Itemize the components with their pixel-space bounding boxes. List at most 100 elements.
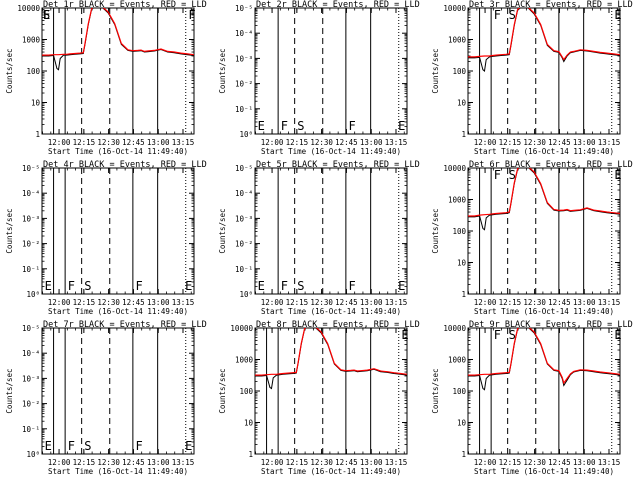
x-tick-label: 12:45 <box>548 458 571 467</box>
x-tick-label: 12:45 <box>335 298 358 307</box>
y-tick-label: 10⁻¹ <box>235 105 253 114</box>
x-tick-label: 12:00 <box>48 138 71 147</box>
y-tick-label: 1 <box>461 290 466 299</box>
x-axis-label: Start Time (16-Oct-14 11:49:40) <box>474 467 614 476</box>
phase-letter: E <box>43 8 50 22</box>
panel-title: Det 7r BLACK = Events, RED = LLD <box>43 320 207 330</box>
x-tick-label: 13:00 <box>573 298 596 307</box>
y-axis-label: Counts/sec <box>431 208 440 253</box>
x-tick-label: 13:15 <box>385 458 408 467</box>
x-axis-label: Start Time (16-Oct-14 11:49:40) <box>261 147 401 156</box>
x-tick-label: 12:00 <box>474 458 497 467</box>
y-axis-label: Counts/sec <box>431 368 440 413</box>
phase-letter: F <box>43 8 50 22</box>
y-tick-label: 100 <box>452 387 466 396</box>
x-tick-label: 12:45 <box>335 138 358 147</box>
panel-det-1r: Det 1r BLACK = Events, RED = LLD 1 10 100 10… <box>5 0 207 156</box>
x-tick-label: 13:00 <box>573 138 596 147</box>
phase-letter: S <box>509 8 516 22</box>
y-tick-label: 10⁻⁴ <box>22 349 40 358</box>
x-tick-label: 13:15 <box>598 458 621 467</box>
x-tick-label: 12:15 <box>73 138 96 147</box>
panel-title: Det 3r BLACK = Events, RED = LLD <box>469 0 633 10</box>
y-axis-label: Counts/sec <box>5 48 14 93</box>
x-tick-label: 12:15 <box>499 298 522 307</box>
x-tick-label: 13:00 <box>147 298 170 307</box>
phase-letter: E <box>45 439 52 453</box>
y-tick-label: 10⁻⁵ <box>235 4 253 13</box>
x-tick-label: 12:45 <box>122 458 145 467</box>
phase-letter: F <box>188 8 195 22</box>
x-tick-label: 13:00 <box>360 458 383 467</box>
panel-det-8r: Det 8r BLACK = Events, RED = LLD 1 10 100 10… <box>218 320 420 476</box>
y-tick-label: 10000 <box>17 4 40 13</box>
x-tick-label: 12:30 <box>97 298 120 307</box>
y-axis-label: Counts/sec <box>218 368 227 413</box>
y-tick-label: 10⁻³ <box>235 54 253 63</box>
x-tick-label: 12:45 <box>122 138 145 147</box>
phase-letter: S <box>297 279 304 293</box>
y-tick-label: 10⁻² <box>22 240 40 249</box>
x-tick-label: 12:30 <box>310 138 333 147</box>
phase-letter: S <box>43 8 50 22</box>
x-tick-label: 12:15 <box>286 298 309 307</box>
panel-det-4r: Det 4r BLACK = Events, RED = LLD 10⁰ 10⁻¹ 1… <box>5 160 207 316</box>
y-tick-label: 1000 <box>448 36 467 45</box>
x-axis-label: Start Time (16-Oct-14 11:49:40) <box>474 307 614 316</box>
y-tick-label: 1000 <box>448 196 467 205</box>
lld-series-line <box>255 328 407 376</box>
x-tick-label: 12:00 <box>48 458 71 467</box>
y-tick-label: 1000 <box>235 356 254 365</box>
x-tick-label: 13:00 <box>360 298 383 307</box>
y-axis-label: Counts/sec <box>218 208 227 253</box>
phase-letter: E <box>614 168 621 182</box>
y-tick-label: 10 <box>457 419 467 428</box>
phase-letter: F <box>494 168 501 182</box>
y-axis-label: Counts/sec <box>5 368 14 413</box>
y-axis-label: Counts/sec <box>5 208 14 253</box>
y-tick-label: 10⁻⁴ <box>235 189 253 198</box>
phase-letter: E <box>185 439 192 453</box>
phase-letter: E <box>258 279 265 293</box>
x-tick-label: 12:45 <box>548 138 571 147</box>
y-tick-label: 100 <box>452 67 466 76</box>
x-tick-label: 13:00 <box>360 138 383 147</box>
y-axis-label: Counts/sec <box>431 48 440 93</box>
y-tick-label: 100 <box>239 387 253 396</box>
x-tick-label: 12:45 <box>122 298 145 307</box>
x-tick-label: 12:30 <box>523 298 546 307</box>
x-tick-label: 12:15 <box>73 458 96 467</box>
phase-letter: F <box>281 119 288 133</box>
x-tick-label: 13:00 <box>147 138 170 147</box>
plot-frame <box>41 167 195 295</box>
y-tick-label: 10⁻³ <box>22 374 40 383</box>
phase-letter: E <box>614 8 621 22</box>
x-tick-label: 12:00 <box>474 298 497 307</box>
x-tick-label: 12:00 <box>261 138 284 147</box>
phase-letter: F <box>494 8 501 22</box>
y-tick-label: 10⁻⁵ <box>22 324 40 333</box>
y-tick-label: 10 <box>457 99 467 108</box>
x-tick-label: 12:45 <box>548 298 571 307</box>
x-axis-label: Start Time (16-Oct-14 11:49:40) <box>48 467 188 476</box>
phase-letter: F <box>494 328 501 342</box>
y-tick-label: 10⁻¹ <box>22 425 40 434</box>
y-tick-label: 10⁻¹ <box>22 265 40 274</box>
x-axis-label: Start Time (16-Oct-14 11:49:40) <box>48 147 188 156</box>
y-tick-label: 1 <box>461 450 466 459</box>
panel-title: Det 2r BLACK = Events, RED = LLD <box>256 0 420 10</box>
y-tick-label: 10⁻² <box>22 400 40 409</box>
y-tick-label: 10 <box>31 99 41 108</box>
x-tick-label: 12:30 <box>523 458 546 467</box>
x-tick-label: 12:30 <box>523 138 546 147</box>
y-axis-label: Counts/sec <box>218 48 227 93</box>
panel-title: Det 1r BLACK = Events, RED = LLD <box>43 0 207 10</box>
panel-det-5r: Det 5r BLACK = Events, RED = LLD 10⁰ 10⁻¹ 1… <box>218 160 420 316</box>
y-tick-label: 1 <box>461 130 466 139</box>
phase-letter: S <box>509 168 516 182</box>
phase-letter: S <box>84 279 91 293</box>
panel-title: Det 5r BLACK = Events, RED = LLD <box>256 160 420 170</box>
phase-letter: F <box>349 119 356 133</box>
panel-det-9r: Det 9r BLACK = Events, RED = LLD 1 10 100 10… <box>431 320 633 476</box>
lld-series-line <box>468 328 620 385</box>
